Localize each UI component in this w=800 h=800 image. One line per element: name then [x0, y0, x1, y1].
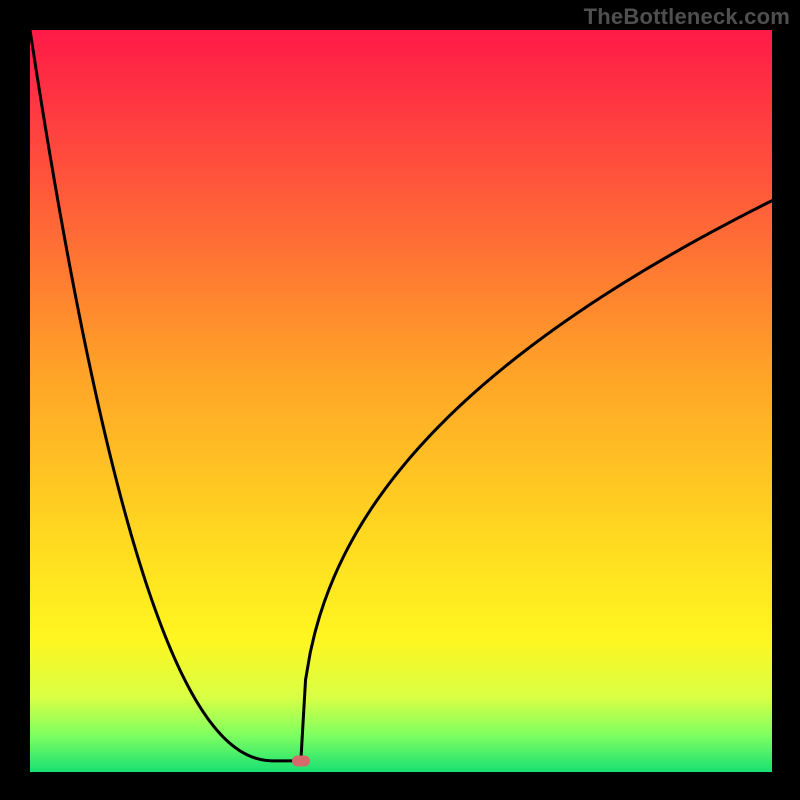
valley-marker — [292, 755, 310, 766]
chart-frame: TheBottleneck.com — [0, 0, 800, 800]
curve-svg — [30, 30, 772, 772]
watermark-text: TheBottleneck.com — [584, 4, 790, 30]
bottleneck-curve — [30, 30, 772, 761]
plot-area — [30, 30, 772, 772]
